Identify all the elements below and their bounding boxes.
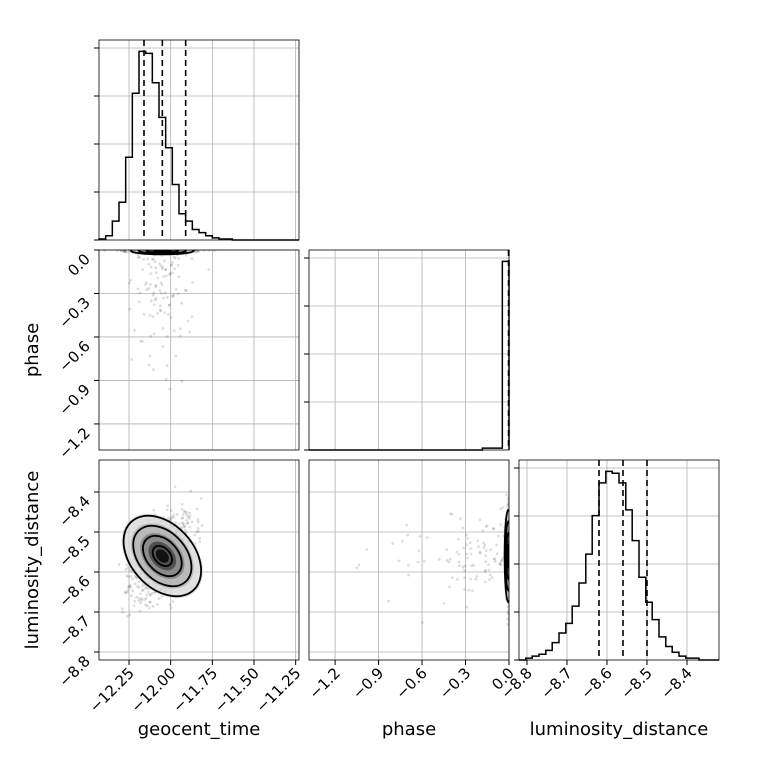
x-tick-label: −1.2: [305, 664, 343, 702]
y-tick-label: −8.6: [55, 572, 93, 610]
contour-1.5sigma: [132, 524, 193, 588]
contour-1sigma: [145, 250, 179, 254]
grid-geocent_time-phase: [99, 249, 299, 450]
contour-1.5sigma: [504, 520, 509, 592]
x-tick-label: −8.7: [537, 664, 575, 702]
grid-phase-luminosity_distance: [309, 460, 510, 660]
x-tick-label: −8.4: [657, 664, 695, 702]
x-tick-label: −12.00: [128, 664, 180, 716]
grid-geocent_time-geocent_time: [99, 40, 299, 240]
x-axis-label-phase: phase: [382, 719, 436, 740]
contour-1sigma: [142, 534, 183, 578]
histogram-phase: [309, 260, 510, 451]
panel-frame: [98, 459, 300, 661]
scatter-geocent_time-phase: [103, 250, 217, 391]
y-tick-label: −8.8: [55, 652, 93, 690]
contour-1sigma: [505, 532, 509, 580]
x-tick-label: −11.75: [169, 664, 221, 716]
x-tick-label: −8.5: [617, 664, 655, 702]
contour-2sigma: [503, 508, 509, 604]
contour-2sigma: [122, 514, 203, 598]
x-tick-label: −11.50: [211, 664, 263, 716]
y-axis-label-luminosity_distance: luminosity_distance: [22, 471, 43, 650]
grid-phase-phase: [309, 250, 510, 450]
grid-geocent_time-luminosity_distance: [99, 460, 299, 660]
panel-frame: [98, 249, 300, 451]
panel-frame: [308, 459, 510, 661]
y-tick-label: −1.2: [55, 424, 93, 462]
x-tick-label: −0.6: [392, 664, 430, 702]
contour-1.5sigma: [137, 250, 187, 255]
y-tick-label: −8.4: [55, 492, 93, 530]
grid-luminosity_distance-luminosity_distance: [519, 460, 719, 660]
contour-0.5sigma: [151, 545, 173, 567]
contour-2sigma: [129, 250, 195, 256]
panel-frame: [518, 459, 720, 661]
x-tick-label: −12.25: [86, 664, 138, 716]
y-tick-label: −0.3: [55, 294, 93, 332]
panel-frame: [308, 249, 510, 451]
scatter-phase-luminosity_distance: [355, 493, 509, 626]
y-tick-label: −0.9: [55, 381, 93, 419]
x-tick-label: −8.6: [577, 664, 615, 702]
x-axis-label-luminosity_distance: luminosity_distance: [530, 719, 709, 740]
x-tick-label: −0.9: [349, 664, 387, 702]
y-tick-label: −0.6: [55, 337, 93, 375]
x-tick-label: −11.25: [253, 664, 305, 716]
y-tick-label: 0.0: [64, 250, 94, 280]
y-axis-label-phase: phase: [22, 323, 43, 377]
y-tick-label: −8.7: [55, 612, 93, 650]
x-axis-label-geocent_time: geocent_time: [138, 719, 261, 740]
panel-frame: [98, 39, 300, 241]
histogram-luminosity_distance: [519, 470, 719, 661]
x-tick-label: −0.3: [436, 664, 474, 702]
scatter-geocent_time-luminosity_distance: [117, 485, 204, 618]
y-tick-label: −8.5: [55, 532, 93, 570]
